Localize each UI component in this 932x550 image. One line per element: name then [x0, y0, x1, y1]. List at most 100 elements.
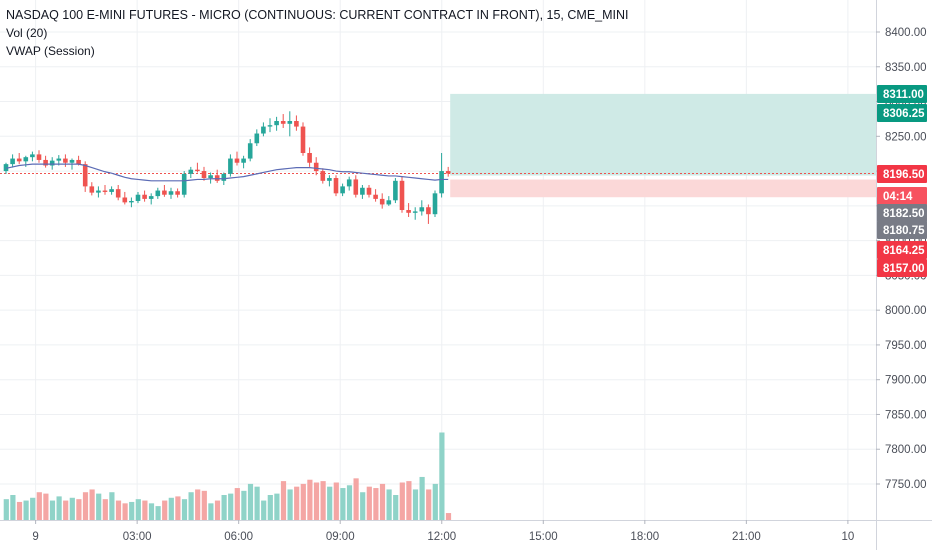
price-tick-label: 7750.00	[885, 479, 927, 491]
time-tick-label: 21:00	[732, 531, 761, 543]
candle-body	[261, 126, 266, 134]
symbol-title[interactable]: NASDAQ 100 E-MINI FUTURES - MICRO (CONTI…	[6, 8, 629, 22]
volume-bar	[129, 501, 135, 520]
candle-body	[142, 194, 147, 199]
volume-bar	[135, 499, 141, 520]
time-axis-labels[interactable]: 9 03:00 06:00 09:00 12:00 15:00 18:00 21:00 10	[32, 520, 854, 543]
price-badge	[877, 165, 927, 183]
price-tick-label: 8400.00	[885, 27, 927, 39]
candle-body	[168, 191, 174, 195]
volume-bar	[353, 478, 359, 520]
candle-body	[221, 173, 227, 181]
price-badge	[877, 241, 927, 259]
volume-bar	[254, 486, 260, 520]
volume-bar	[399, 482, 405, 520]
volume-bar	[30, 497, 36, 520]
volume-bar	[148, 503, 155, 520]
price-badge-label: 8182.50	[883, 208, 925, 220]
volume-bar	[76, 499, 82, 520]
candle-body	[432, 193, 438, 215]
volume-bar	[10, 495, 16, 520]
candle-body	[333, 178, 339, 194]
candle-body	[89, 186, 95, 193]
candle-body	[228, 158, 233, 174]
candle-body	[287, 121, 293, 124]
price-badges: 8311.00 8306.25 8196.50 04:14 8182.50 8180.75…	[877, 85, 927, 277]
volume-bar	[320, 481, 326, 520]
volume-bar	[307, 479, 313, 520]
candle-body	[426, 207, 431, 215]
candle-body	[274, 121, 279, 126]
candle-body	[69, 159, 75, 163]
volume-bar	[155, 506, 161, 520]
price-badge-label: 8306.25	[883, 108, 925, 120]
volume-bar	[234, 488, 240, 520]
candle-body	[109, 189, 114, 192]
volume-bar	[115, 500, 122, 520]
volume-bar	[333, 482, 339, 520]
volume-bar	[340, 488, 346, 520]
candle-body	[300, 126, 306, 153]
price-tick-label: 7850.00	[885, 409, 927, 421]
candle-body	[195, 169, 200, 172]
volume-bar	[3, 499, 9, 520]
time-tick-label: 15:00	[529, 531, 558, 543]
volume-bar	[69, 497, 75, 520]
volume-bar	[346, 485, 353, 520]
price-badge-label: 8311.00	[883, 89, 924, 101]
volume-bar	[393, 495, 399, 520]
candlestick-series	[3, 111, 451, 224]
volume-bar	[327, 486, 333, 520]
volume-bar	[445, 513, 452, 520]
price-badge	[877, 204, 927, 222]
volume-bar	[168, 497, 174, 520]
candle-body	[386, 200, 392, 205]
candle-body	[115, 189, 121, 198]
volume-bar	[366, 486, 372, 520]
profit-zone	[450, 93, 876, 176]
volume-indicator-label[interactable]: Vol (20)	[6, 26, 48, 40]
price-tick-label: 7950.00	[885, 340, 927, 352]
candle-body	[23, 157, 29, 162]
candle-body	[155, 190, 161, 197]
candle-body	[346, 179, 352, 187]
vwap-indicator-label[interactable]: VWAP (Session)	[6, 44, 95, 58]
candle-body	[30, 154, 35, 158]
volume-bar	[175, 496, 181, 520]
volume-bar	[274, 493, 280, 520]
chart-grid	[0, 0, 876, 520]
volume-bar	[261, 500, 267, 520]
candle-body	[340, 186, 345, 194]
volume-bar	[63, 500, 69, 520]
candle-body	[36, 154, 42, 160]
volume-bar	[214, 500, 221, 520]
volume-bars	[3, 432, 452, 520]
candle-body	[439, 171, 444, 194]
vwap-line	[5, 163, 449, 182]
candle-body	[3, 164, 9, 172]
time-tick-label: 18:00	[630, 531, 659, 543]
volume-bar	[373, 488, 379, 520]
volume-bar	[82, 492, 89, 520]
volume-bar	[43, 493, 49, 520]
candle-body	[10, 158, 15, 165]
price-badge-label: 8157.00	[883, 263, 925, 275]
volume-bar	[89, 489, 95, 520]
candle-body	[208, 175, 213, 179]
candle-body	[188, 169, 194, 174]
volume-bar	[49, 500, 56, 520]
candle-body	[373, 194, 378, 199]
candle-body	[56, 158, 62, 161]
volume-bar	[228, 493, 234, 520]
volume-bar	[109, 492, 115, 520]
candle-body	[406, 210, 411, 213]
candle-body	[162, 190, 167, 195]
volume-bar	[122, 503, 128, 520]
volume-bar	[379, 483, 386, 520]
candle-body	[201, 171, 207, 179]
volume-bar	[280, 481, 287, 520]
volume-bar	[412, 489, 419, 520]
time-tick-label: 12:00	[427, 531, 456, 543]
volume-bar	[188, 492, 194, 520]
